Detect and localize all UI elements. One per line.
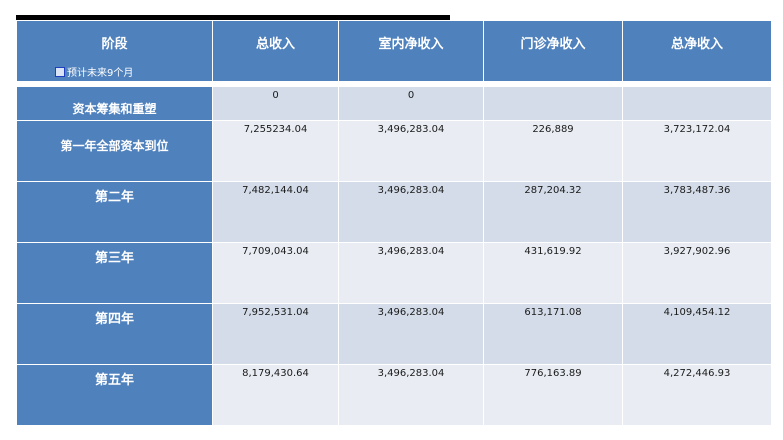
- stage-cell: 第一年全部资本到位: [16, 120, 213, 182]
- outpatient-net-cell: 613,171.08: [483, 303, 623, 365]
- outpatient-net-cell: 287,204.32: [483, 181, 623, 243]
- total-revenue-cell: 7,952,531.04: [212, 303, 339, 365]
- header-outpatient-net: 门诊净收入: [483, 20, 623, 82]
- stage-note: 预计未来9个月: [17, 64, 212, 79]
- outpatient-net-cell: 776,163.89: [483, 364, 623, 426]
- total-net-cell: 4,109,454.12: [622, 303, 772, 365]
- stage-cell: 第三年: [16, 242, 213, 304]
- stage-cell: 第四年: [16, 303, 213, 365]
- header-inpatient-net: 室内净收入: [338, 20, 484, 82]
- header-total-net: 总净收入: [622, 20, 772, 82]
- inpatient-net-cell: 3,496,283.04: [338, 120, 484, 182]
- table-row: 第一年全部资本到位 7,255234.04 3,496,283.04 226,8…: [16, 120, 772, 182]
- total-revenue-cell: 8,179,430.64: [212, 364, 339, 426]
- total-net-cell: [622, 86, 772, 121]
- total-revenue-cell: 7,709,043.04: [212, 242, 339, 304]
- top-rule: [16, 15, 450, 20]
- total-revenue-cell: 7,255234.04: [212, 120, 339, 182]
- header-stage: 阶段 预计未来9个月: [16, 20, 213, 82]
- total-net-cell: 3,927,902.96: [622, 242, 772, 304]
- header-row: 阶段 预计未来9个月 总收入 室内净收入 门诊净收入 总净收入: [16, 20, 772, 82]
- outpatient-net-cell: [483, 86, 623, 121]
- total-net-cell: 3,723,172.04: [622, 120, 772, 182]
- inpatient-net-cell: 0: [338, 86, 484, 121]
- revenue-table: 阶段 预计未来9个月 总收入 室内净收入 门诊净收入 总净收入 资本筹集和重塑 …: [16, 20, 772, 426]
- stage-note-text: 预计未来9个月: [67, 68, 134, 79]
- stage-cell: 资本筹集和重塑: [16, 86, 213, 121]
- table-row: 第五年 8,179,430.64 3,496,283.04 776,163.89…: [16, 364, 772, 426]
- total-net-cell: 3,783,487.36: [622, 181, 772, 243]
- table-row: 第二年 7,482,144.04 3,496,283.04 287,204.32…: [16, 181, 772, 243]
- spacer-row: [16, 81, 772, 87]
- inpatient-net-cell: 3,496,283.04: [338, 181, 484, 243]
- outpatient-net-cell: 431,619.92: [483, 242, 623, 304]
- table-row: 第三年 7,709,043.04 3,496,283.04 431,619.92…: [16, 242, 772, 304]
- total-net-cell: 4,272,446.93: [622, 364, 772, 426]
- stage-cell: 第二年: [16, 181, 213, 243]
- table-row: 第四年 7,952,531.04 3,496,283.04 613,171.08…: [16, 303, 772, 365]
- header-stage-label: 阶段: [101, 37, 128, 52]
- inpatient-net-cell: 3,496,283.04: [338, 303, 484, 365]
- inpatient-net-cell: 3,496,283.04: [338, 242, 484, 304]
- stage-cell: 第五年: [16, 364, 213, 426]
- outpatient-net-cell: 226,889: [483, 120, 623, 182]
- total-revenue-cell: 7,482,144.04: [212, 181, 339, 243]
- table-row: 资本筹集和重塑 0 0: [16, 86, 772, 121]
- total-revenue-cell: 0: [212, 86, 339, 121]
- header-total-revenue: 总收入: [212, 20, 339, 82]
- inpatient-net-cell: 3,496,283.04: [338, 364, 484, 426]
- note-icon: [55, 67, 65, 77]
